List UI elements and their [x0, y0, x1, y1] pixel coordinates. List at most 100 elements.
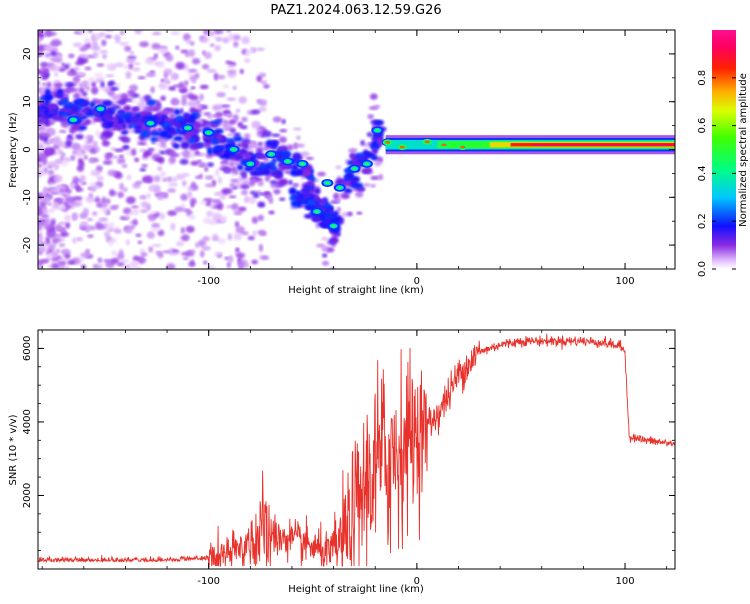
spectrogram-speckle	[118, 191, 123, 199]
spectrogram-halo	[127, 90, 136, 96]
spectrogram-speckle	[64, 214, 72, 222]
spectrogram-ridge-blob	[271, 165, 277, 172]
spectrogram-ridge-blob	[193, 122, 202, 130]
spectrogram-halo	[193, 104, 203, 109]
snr-y-tick-label: 4000	[22, 409, 33, 434]
spectrogram-halo	[50, 147, 55, 155]
spectrogram-ridge-blob	[343, 187, 353, 194]
spectrogram-halo	[39, 135, 44, 141]
spectrogram-speckle	[84, 135, 94, 141]
spectrogram-speckle	[77, 157, 84, 164]
spectrogram-speckle	[212, 233, 219, 240]
spectrogram-speckle	[57, 261, 67, 266]
spectrogram-speckle	[149, 210, 157, 214]
spectrogram-halo	[118, 154, 124, 158]
spectrogram-halo	[370, 184, 376, 188]
spectrogram-speckle	[91, 211, 98, 216]
snr-x-axis-label: Height of straight line (km)	[288, 584, 424, 595]
spectrogram-speckle	[73, 66, 80, 72]
spectrogram-speckle	[87, 30, 93, 34]
spectrogram-speckle	[222, 84, 230, 89]
spectrogram-ridge-blob	[260, 167, 271, 173]
spectrogram-speckle	[61, 62, 66, 67]
spectrogram-halo	[64, 64, 69, 69]
spectrogram-speckle	[181, 180, 187, 187]
spectrogram-ridge-blob	[44, 98, 50, 105]
spectrogram-speckle	[199, 200, 208, 205]
spectrogram-speckle	[168, 182, 179, 187]
spectrogram-speckle	[98, 217, 109, 222]
spectrogram-halo	[221, 188, 231, 195]
spectrogram-speckle	[201, 245, 211, 251]
spectrogram-speckle	[260, 80, 268, 85]
spectrogram-speckle	[38, 44, 46, 52]
spectrogram-speckle	[52, 237, 58, 246]
spectrogram-ridge-blob	[288, 187, 297, 196]
spectrogram-speckle	[175, 173, 186, 180]
colorbar-label: Normalized spectral amplitude	[738, 73, 749, 227]
spectrogram-speckle	[77, 30, 86, 35]
spectrogram-halo	[360, 139, 366, 146]
spectrogram-speckle	[199, 93, 204, 101]
spectrogram-halo	[85, 85, 90, 91]
spectrogram-speckle	[120, 259, 130, 263]
spectrogram-speckle	[233, 210, 243, 216]
spectrogram-speckle	[187, 261, 196, 267]
spectrogram-speckle	[55, 248, 61, 254]
spectrogram-y-tick-label: -20	[22, 237, 33, 253]
spectrogram-speckle	[199, 250, 205, 258]
colorbar-tick-label: 0.4	[697, 165, 708, 181]
spectrogram-speckle	[38, 150, 45, 154]
spectrogram-speckle	[131, 208, 140, 215]
snr-x-tick-label: -100	[197, 576, 220, 587]
spectrogram-speckle	[135, 180, 143, 185]
spectrogram-speckle	[41, 196, 51, 204]
spectrogram-speckle	[38, 236, 44, 243]
spectrogram-speckle	[43, 44, 53, 52]
spectrogram-speckle	[160, 78, 165, 83]
spectrogram-speckle	[103, 206, 108, 215]
spectrogram-halo	[229, 127, 237, 134]
spectrogram-speckle	[151, 43, 161, 50]
spectrogram-speckle	[146, 193, 151, 199]
spectrogram-halo	[373, 160, 382, 167]
spectrogram-speckle	[107, 225, 115, 230]
spectrogram-speckle	[258, 243, 264, 252]
spectrogram-ridge-blob	[150, 136, 158, 143]
spectrogram-speckle	[43, 186, 49, 194]
spectrogram-speckle	[41, 157, 48, 166]
spectrogram-speckle	[206, 69, 217, 73]
spectrogram-speckle	[119, 93, 128, 101]
spectrogram-speckle	[110, 257, 120, 264]
spectrogram-ridge-blob	[300, 169, 312, 177]
spectrogram-ridge-blob	[151, 131, 161, 137]
spectrogram-speckle	[66, 188, 73, 194]
spectrogram-halo	[198, 162, 207, 168]
spectrogram-halo	[262, 130, 272, 138]
spectrogram-speckle	[90, 45, 101, 51]
spectrogram-speckle	[180, 193, 189, 201]
spectrogram-speckle	[122, 187, 128, 192]
spectrogram-halo	[91, 81, 96, 88]
spectrogram-ridge-blob	[307, 199, 315, 204]
spectrogram-core-inner	[231, 148, 236, 151]
spectrogram-halo	[184, 149, 189, 157]
spectrogram-speckle	[101, 39, 107, 47]
spectrogram-speckle	[234, 221, 240, 228]
spectrogram-speckle	[58, 129, 67, 134]
spectrogram-y-tick-label: -10	[22, 189, 33, 205]
spectrogram-speckle	[244, 49, 251, 57]
spectrogram-halo	[143, 94, 152, 102]
spectrogram-halo	[73, 143, 82, 151]
spectrogram-x-tick-label: 100	[615, 276, 634, 287]
snr-x-tick-label: 100	[615, 576, 634, 587]
spectrogram-speckle	[132, 67, 141, 72]
spectrogram-ridge-blob	[313, 197, 322, 202]
spectrogram-halo	[90, 144, 99, 148]
spectrogram-speckle	[181, 97, 187, 106]
spectrogram-speckle	[75, 71, 86, 77]
spectrogram-speckle	[65, 195, 74, 203]
spectrogram-speckle	[38, 192, 44, 199]
spectrogram-speckle	[95, 202, 103, 208]
